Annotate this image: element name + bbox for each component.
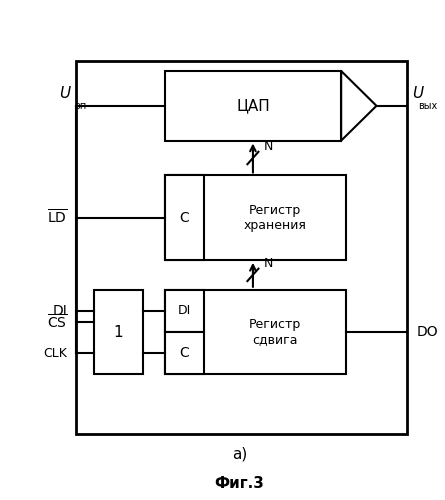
FancyBboxPatch shape (165, 176, 346, 260)
FancyBboxPatch shape (165, 176, 204, 260)
Text: ЦАП: ЦАП (236, 98, 270, 114)
Text: N: N (264, 140, 273, 153)
Text: DI: DI (178, 304, 191, 318)
Text: $U$: $U$ (412, 86, 425, 102)
FancyBboxPatch shape (165, 290, 346, 374)
Text: 1: 1 (113, 324, 123, 340)
Text: Регистр
сдвига: Регистр сдвига (249, 318, 301, 346)
Text: $\overline{\mathrm{CS}}$: $\overline{\mathrm{CS}}$ (47, 313, 68, 331)
Text: C: C (180, 346, 190, 360)
Polygon shape (341, 71, 376, 140)
Text: вых: вых (418, 101, 438, 111)
Text: $U$: $U$ (59, 86, 72, 102)
FancyBboxPatch shape (165, 290, 204, 332)
Text: Регистр
хранения: Регистр хранения (243, 204, 307, 232)
FancyBboxPatch shape (94, 290, 142, 374)
Text: оп: оп (74, 101, 86, 111)
FancyBboxPatch shape (77, 61, 407, 434)
Text: DI: DI (53, 304, 68, 318)
Text: CLK: CLK (44, 346, 68, 360)
FancyBboxPatch shape (165, 332, 204, 374)
Text: N: N (264, 257, 273, 270)
Text: Фиг.3: Фиг.3 (215, 476, 265, 491)
Text: $\overline{\mathrm{LD}}$: $\overline{\mathrm{LD}}$ (47, 208, 68, 227)
FancyBboxPatch shape (165, 71, 341, 140)
Text: C: C (180, 210, 190, 224)
Text: DO: DO (416, 325, 438, 339)
Text: а): а) (232, 446, 247, 462)
